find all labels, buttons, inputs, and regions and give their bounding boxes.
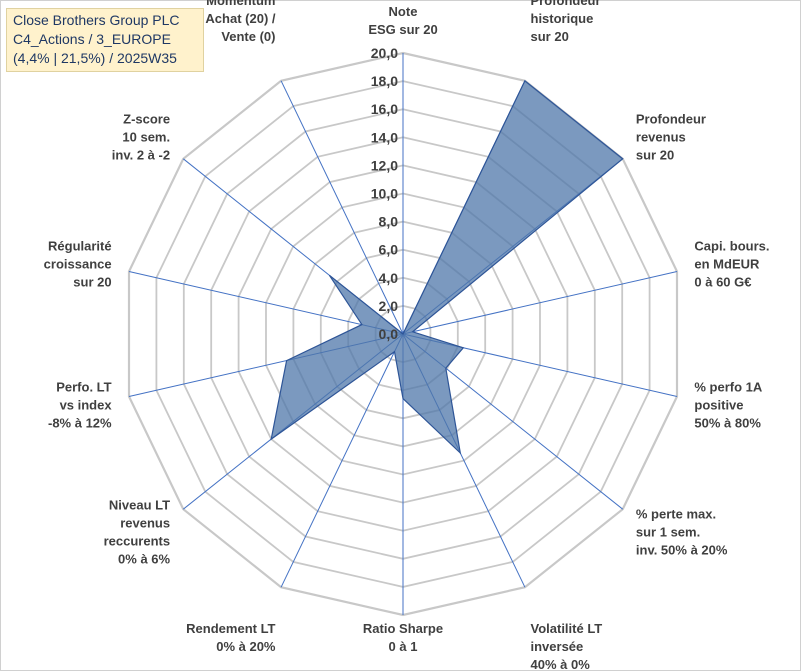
axis-label-line: 50% à 80% (694, 416, 761, 431)
axis-label: Profondeur revenus sur 20 (636, 111, 706, 162)
axis-label: Perfo. LT vs index -8% à 12% (48, 380, 112, 431)
axis-label-line: 40% à 0% (531, 657, 591, 671)
radial-tick-labels: 0,0 2,0 4,0 6,0 8,0 10,0 12,0 14,0 16,0 18,0 20,0 (371, 45, 398, 342)
axis-label-line: Perfo. LT (56, 380, 111, 395)
axis-label-line: 0 à 60 G€ (694, 275, 751, 290)
spoke-line (128, 271, 404, 335)
axis-label: Capi. bours. en MdEUR 0 à 60 G€ (694, 239, 769, 290)
tick-label: 4,0 (379, 270, 399, 286)
axis-label-line: sur 20 (73, 275, 111, 290)
chart-title-box: Close Brothers Group PLC C4_Actions / 3_… (6, 8, 204, 72)
title-line-company: Close Brothers Group PLC (13, 12, 180, 28)
tick-label: 8,0 (379, 214, 399, 230)
spoke-line (280, 80, 404, 335)
axis-label-line: croissance (44, 257, 112, 272)
axis-label-line: reccurents (104, 534, 170, 549)
axis-label-line: Vente (0) (221, 29, 275, 44)
tick-label: 18,0 (371, 73, 398, 89)
axis-label-line: % perfo 1A (694, 380, 763, 395)
spoke-line (402, 271, 678, 335)
tick-label: 2,0 (379, 298, 399, 314)
axis-label-line: Profondeur (531, 0, 601, 8)
axis-label: Z-score 10 sem. inv. 2 à -2 (112, 111, 170, 162)
tick-label: 0,0 (379, 326, 399, 342)
axis-label-line: inversée (531, 639, 584, 654)
tick-label: 16,0 (371, 101, 398, 117)
axis-label: Profondeur historique sur 20 (531, 0, 601, 44)
radar-series (270, 79, 624, 455)
tick-label: 10,0 (371, 186, 398, 202)
axis-label-line: historique (531, 11, 594, 26)
axis-label-line: sur 1 sem. (636, 525, 700, 540)
axis-label: Régularité croissance sur 20 (44, 239, 112, 290)
axis-label-line: % perte max. (636, 507, 716, 522)
axis-label-line: sur 20 (636, 147, 674, 162)
axis-label-line: Momentum (206, 0, 275, 8)
axis-label-line: Note (389, 4, 418, 19)
axis-label: Ratio Sharpe 0 à 1 (363, 621, 443, 654)
axis-label-line: inv. 2 à -2 (112, 147, 170, 162)
series-area (270, 79, 624, 455)
spoke-line (280, 333, 404, 588)
axis-label-line: Niveau LT (109, 498, 170, 513)
axis-label-line: Z-score (123, 111, 170, 126)
axis-label-line: 0% à 6% (118, 552, 170, 567)
axis-label-line: Volatilité LT (531, 621, 603, 636)
axis-labels: Note ESG sur 20 Profondeur historique sur 20… (44, 0, 770, 671)
axis-label: Note ESG sur 20 (368, 4, 437, 37)
axis-label-line: 0 à 1 (389, 639, 418, 654)
axis-label-line: -8% à 12% (48, 416, 112, 431)
axis-label: Volatilité LT inversée 40% à 0% (531, 621, 603, 671)
title-line-stats: (4,4% | 21,5%) / 2025W35 (13, 50, 177, 66)
tick-label: 20,0 (371, 45, 398, 61)
axis-label-line: vs index (60, 398, 113, 413)
axis-label-line: Rendement LT (186, 621, 275, 636)
axis-label-line: Capi. bours. (694, 239, 769, 254)
axis-label-line: sur 20 (531, 29, 569, 44)
axis-label-line: 0% à 20% (216, 639, 276, 654)
axis-label: Rendement LT 0% à 20% (186, 621, 276, 654)
axis-label-line: ESG sur 20 (368, 22, 437, 37)
axis-label: Momentum Achat (20) / Vente (0) (205, 0, 275, 44)
axis-label-line: positive (694, 398, 743, 413)
axis-label-line: en MdEUR (694, 257, 760, 272)
axis-label-line: Ratio Sharpe (363, 621, 443, 636)
axis-label-line: inv. 50% à 20% (636, 543, 728, 558)
axis-label-line: revenus (636, 129, 686, 144)
tick-label: 12,0 (371, 157, 398, 173)
axis-label: % perfo 1A positive 50% à 80% (694, 380, 763, 431)
axis-label-line: Régularité (48, 239, 112, 254)
axis-label-line: Achat (20) / (205, 11, 275, 26)
tick-label: 6,0 (379, 242, 399, 258)
title-line-category: C4_Actions / 3_EUROPE (13, 31, 171, 47)
axis-label-line: 10 sem. (122, 129, 170, 144)
axis-label-line: Profondeur (636, 111, 706, 126)
axis-label: % perte max. sur 1 sem. inv. 50% à 20% (636, 507, 728, 558)
axis-label: Niveau LT revenus reccurents 0% à 6% (104, 498, 171, 567)
tick-label: 14,0 (371, 129, 398, 145)
axis-label-line: revenus (120, 516, 170, 531)
